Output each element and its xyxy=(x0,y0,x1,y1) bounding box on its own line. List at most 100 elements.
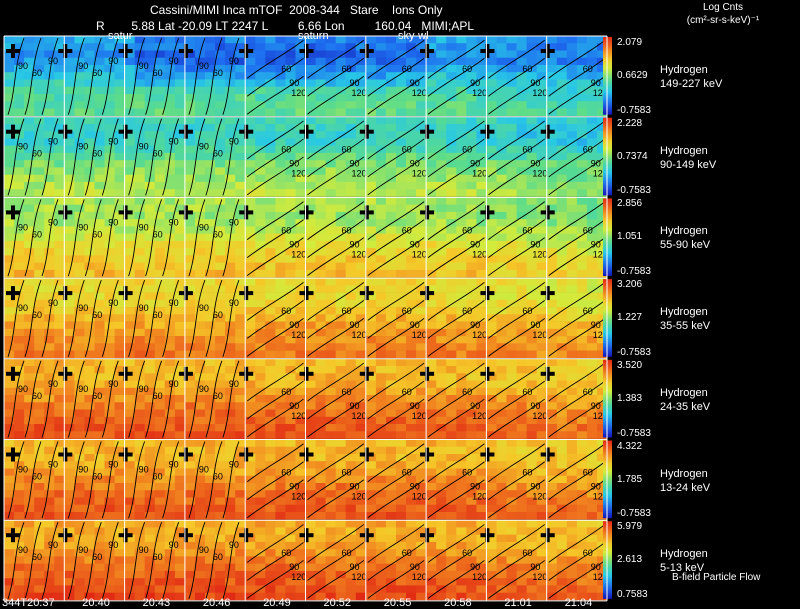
heatmap-cell xyxy=(164,527,176,535)
heatmap-cell xyxy=(446,446,457,455)
contour-line xyxy=(488,398,545,438)
crosshair-marker xyxy=(123,286,128,301)
heatmap-cell xyxy=(34,145,45,154)
heatmap-cell xyxy=(476,278,487,286)
heatmap-cell xyxy=(114,108,126,117)
heatmap-cell xyxy=(436,197,447,205)
heatmap-cell xyxy=(516,72,528,80)
contour-line xyxy=(188,360,206,438)
heatmap-cell xyxy=(14,269,25,278)
heatmap-cell xyxy=(94,446,105,455)
heatmap-cell xyxy=(546,219,558,227)
contour-line xyxy=(427,443,485,483)
heatmap-cell xyxy=(104,174,115,183)
heatmap-cell xyxy=(355,226,367,234)
heatmap-cell xyxy=(114,131,126,139)
heatmap-cell xyxy=(114,468,126,477)
heatmap-cell xyxy=(436,336,447,344)
heatmap-cell xyxy=(345,86,357,95)
heatmap-cell xyxy=(566,395,578,403)
heatmap-cell xyxy=(84,233,95,242)
heatmap-cell xyxy=(456,439,467,448)
heatmap-cell xyxy=(597,468,608,477)
heatmap-cell xyxy=(74,226,85,234)
heatmap-cell xyxy=(245,358,256,367)
heatmap-cell xyxy=(586,248,598,256)
heatmap-cell xyxy=(154,570,166,579)
heatmap-cell xyxy=(385,189,397,197)
heatmap-cell xyxy=(426,373,437,381)
heatmap-cell xyxy=(164,278,176,286)
heatmap-cell xyxy=(426,409,437,418)
heatmap-cell xyxy=(84,387,95,396)
heatmap-cell xyxy=(375,366,387,374)
heatmap-cell xyxy=(235,497,246,506)
heatmap-cell xyxy=(446,373,457,381)
heatmap-cell xyxy=(396,79,407,88)
heatmap-cell xyxy=(225,461,236,469)
heatmap-cell xyxy=(576,358,588,367)
heatmap-cell xyxy=(255,527,266,535)
heatmap-cell xyxy=(355,541,367,550)
heatmap-cell xyxy=(154,269,166,278)
heatmap-cell xyxy=(385,504,397,513)
heatmap-cell xyxy=(526,57,538,66)
heatmap-cell xyxy=(215,380,226,389)
heatmap-cell xyxy=(526,233,538,242)
heatmap-cell xyxy=(295,211,306,220)
contour-line xyxy=(41,199,59,277)
heatmap-cell xyxy=(385,72,397,80)
contour-label: 90 xyxy=(410,159,420,169)
heatmap-cell xyxy=(114,152,126,161)
heatmap-cell xyxy=(174,475,186,484)
heatmap-cell xyxy=(566,504,578,513)
contour-label: 60 xyxy=(583,145,593,155)
heatmap-cell xyxy=(215,138,226,146)
heatmap-cell xyxy=(174,226,186,234)
heatmap-cell xyxy=(84,269,95,278)
heatmap-cell xyxy=(245,57,256,66)
heatmap-cell xyxy=(154,314,166,322)
heatmap-cell xyxy=(516,321,528,330)
heatmap-cell xyxy=(446,556,457,564)
contour-label: 120 xyxy=(532,88,547,98)
heatmap-cell xyxy=(516,108,528,117)
heatmap-cell xyxy=(486,116,497,125)
heatmap-cell xyxy=(285,343,296,351)
heatmap-cell xyxy=(184,278,196,286)
heatmap-cell xyxy=(215,292,226,301)
heatmap-cell xyxy=(164,50,176,59)
heatmap-cell xyxy=(486,86,497,95)
heatmap-cell xyxy=(14,570,25,579)
heatmap-cell xyxy=(446,219,457,227)
heatmap-cell xyxy=(396,94,407,102)
heatmap-cell xyxy=(54,373,65,381)
heatmap-cell xyxy=(84,307,95,315)
heatmap-cell xyxy=(496,72,507,80)
heatmap-cell xyxy=(24,454,35,462)
heatmap-cell xyxy=(305,307,316,315)
contour-line xyxy=(101,37,119,115)
heatmap-cell xyxy=(265,527,276,535)
heatmap-cell xyxy=(597,541,608,550)
heatmap-cell xyxy=(516,570,528,579)
heatmap-cell xyxy=(154,549,166,557)
heatmap-cell xyxy=(516,402,528,410)
heatmap-cell xyxy=(24,328,35,337)
heatmap-cell xyxy=(335,108,347,117)
heatmap-cell xyxy=(355,402,367,410)
heatmap-cell xyxy=(94,468,105,477)
heatmap-cell xyxy=(114,226,126,234)
heatmap-cell xyxy=(506,101,517,109)
heatmap-cell xyxy=(566,36,578,44)
heatmap-cell xyxy=(295,86,306,95)
heatmap-cell xyxy=(325,299,337,308)
heatmap-cell xyxy=(345,358,357,367)
heatmap-cell xyxy=(14,65,25,73)
heatmap-cell xyxy=(426,541,437,550)
heatmap-cell xyxy=(345,50,357,59)
heatmap-cell xyxy=(506,131,517,139)
heatmap-cell xyxy=(184,336,196,344)
heatmap-cell xyxy=(144,439,156,448)
heatmap-cell xyxy=(275,145,286,154)
